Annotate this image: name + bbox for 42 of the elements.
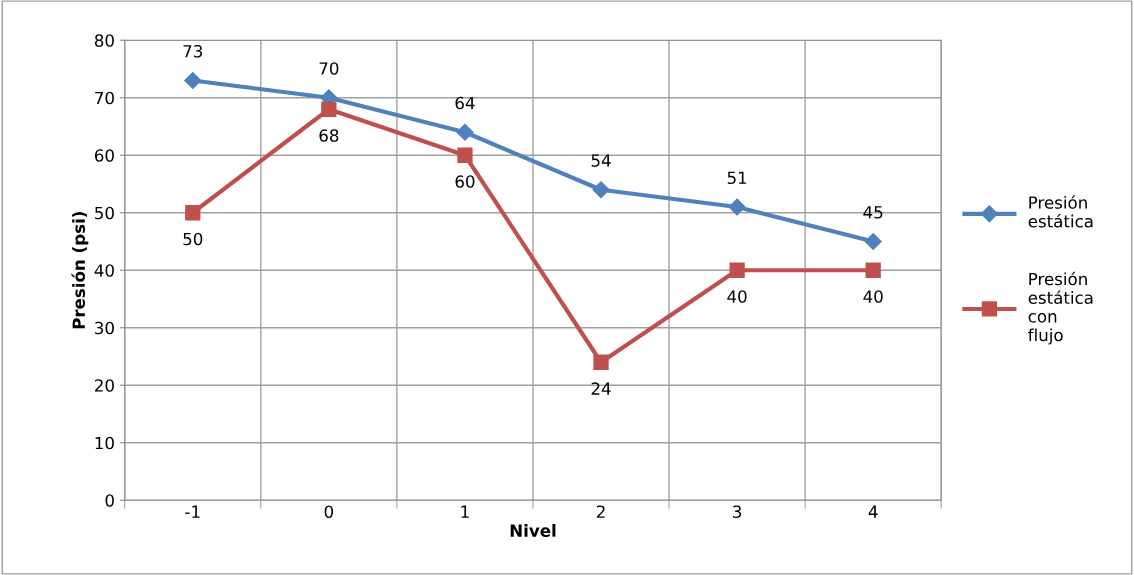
x-tick-label: 1	[461, 505, 469, 518]
data-label: 73	[183, 44, 203, 58]
point	[728, 198, 746, 216]
data-label: 54	[591, 154, 611, 167]
data-label: 68	[319, 129, 339, 142]
x-tick-label: 0	[324, 505, 334, 519]
point	[864, 232, 882, 251]
data-label: 40	[863, 290, 883, 303]
point	[456, 123, 474, 141]
x-tick-label: -1	[185, 505, 200, 518]
x-tick-label: 3	[733, 505, 742, 519]
x-axis-title: Nivel	[510, 524, 556, 537]
point	[592, 181, 610, 199]
x-tick-label: 2	[596, 505, 605, 518]
y-tick-label: 0	[105, 494, 114, 507]
point	[729, 262, 745, 278]
data-label: 24	[591, 382, 611, 395]
data-label: 70	[319, 62, 339, 75]
x-tick-label: 4	[868, 505, 878, 518]
point	[457, 147, 473, 163]
legend-label: Presión estática con flujo	[1028, 271, 1093, 345]
y-tick-label: 50	[95, 206, 114, 220]
y-axis-title: Presión (psi)	[71, 212, 89, 329]
data-label: 40	[727, 290, 747, 303]
data-label: 64	[455, 96, 475, 110]
data-label: 60	[455, 175, 475, 188]
point	[184, 71, 202, 90]
point	[593, 354, 609, 370]
y-tick-label: 30	[95, 321, 114, 335]
point	[185, 205, 201, 221]
y-tick-label: 40	[94, 264, 114, 277]
data-label: 45	[863, 206, 883, 219]
legend-label: Presión estática	[1028, 195, 1093, 228]
y-tick-label: 70	[95, 91, 114, 105]
y-tick-label: 10	[95, 436, 114, 450]
point	[321, 101, 337, 117]
y-tick-label: 20	[95, 379, 114, 392]
y-tick-label: 80	[94, 34, 114, 47]
data-label: 51	[727, 171, 747, 185]
point	[865, 262, 881, 278]
y-tick-label: 60	[94, 149, 114, 162]
data-label: 50	[183, 232, 203, 246]
